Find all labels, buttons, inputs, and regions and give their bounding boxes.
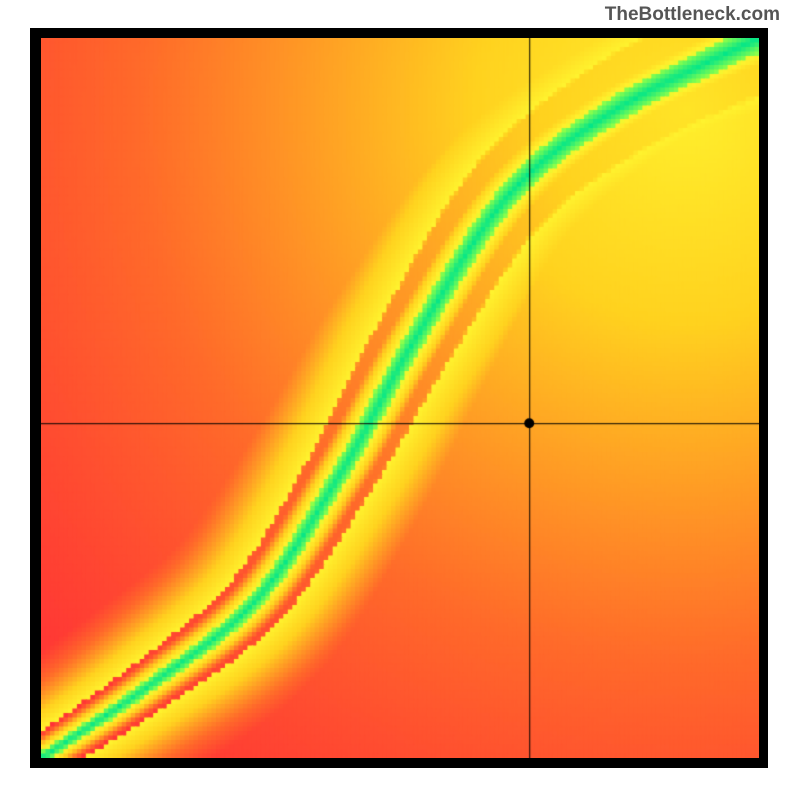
root: TheBottleneck.com — [0, 0, 800, 800]
bottleneck-heatmap — [41, 38, 759, 758]
watermark-text: TheBottleneck.com — [605, 4, 780, 26]
chart-frame — [30, 28, 768, 768]
